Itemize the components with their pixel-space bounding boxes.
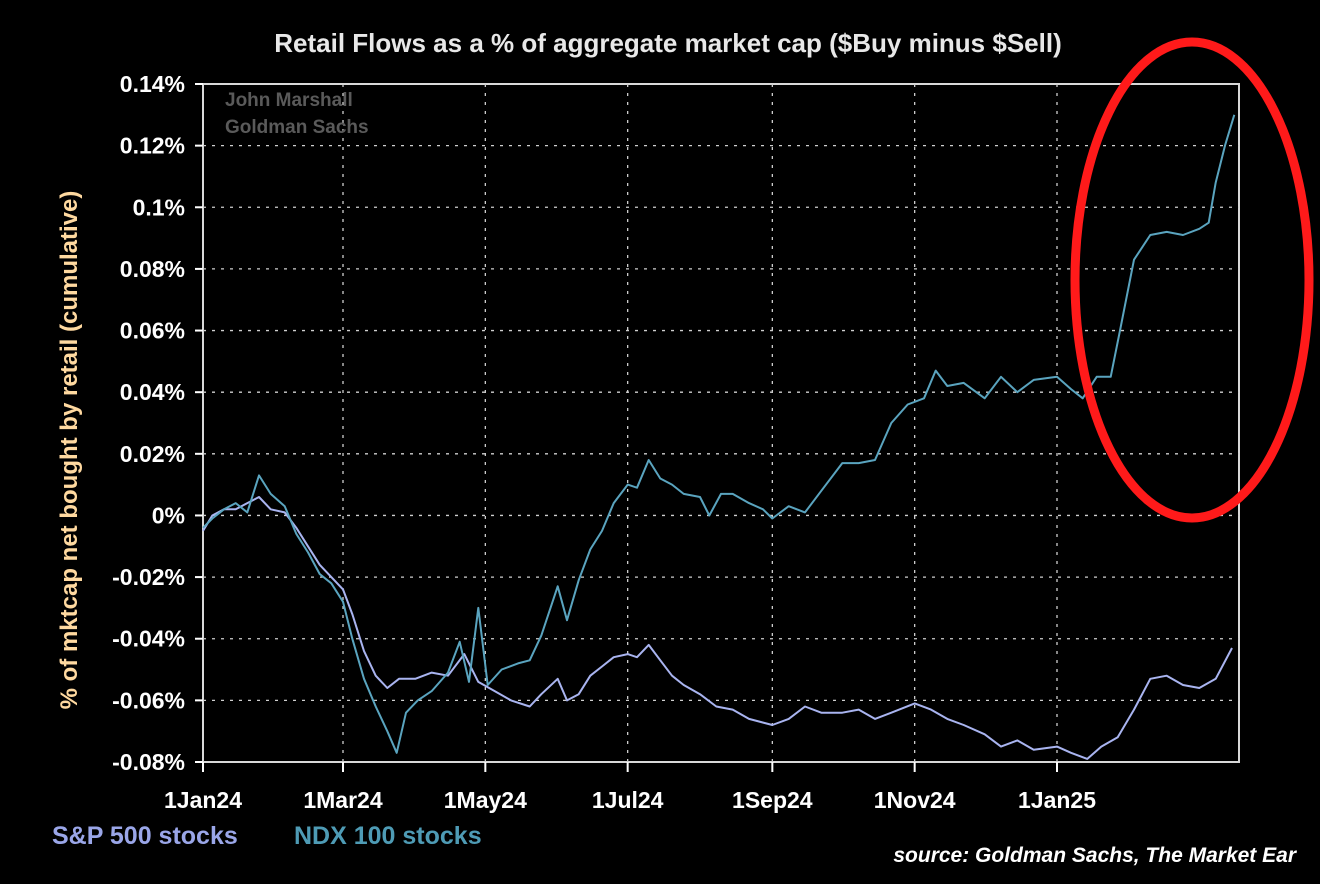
x-tick-label: 1Jul24 — [592, 787, 664, 813]
x-tick-label: 1Mar24 — [303, 787, 382, 813]
source-note: source: Goldman Sachs, The Market Ear — [893, 844, 1297, 867]
y-axis-ticks: 0.14% 0.12% 0.1% 0.08% 0.06% 0.04% 0.02% 0% -0.0… — [112, 71, 203, 775]
highlight-ellipse-annotation — [1070, 37, 1314, 523]
watermark-line-2: Goldman Sachs — [225, 117, 369, 138]
y-tick-label: 0.14% — [120, 71, 185, 97]
x-tick-label: 1Jan24 — [164, 787, 242, 813]
y-tick-label: -0.08% — [112, 749, 185, 775]
watermark: John Marshall Goldman Sachs — [225, 90, 369, 138]
legend: S&P 500 stocks NDX 100 stocks — [52, 822, 482, 850]
y-tick-label: 0% — [152, 502, 185, 528]
y-tick-label: -0.06% — [112, 687, 185, 713]
x-tick-label: 1Nov24 — [874, 787, 956, 813]
x-tick-label: 1May24 — [444, 787, 527, 813]
y-tick-label: 0.02% — [120, 441, 185, 467]
y-tick-label: -0.04% — [112, 626, 185, 652]
y-tick-label: 0.04% — [120, 379, 185, 405]
grid-lines — [203, 84, 1239, 762]
series-line-ndx100 — [202, 114, 1236, 754]
y-tick-label: 0.08% — [120, 256, 185, 282]
x-tick-label: 1Sep24 — [732, 787, 813, 813]
plot-area-frame — [202, 83, 1240, 763]
y-axis-label: % of mktcap net bought by retail (cumula… — [56, 191, 83, 710]
y-tick-label: 0.12% — [120, 133, 185, 159]
series-lines — [202, 114, 1236, 760]
y-tick-label: 0.06% — [120, 318, 185, 344]
watermark-line-1: John Marshall — [225, 90, 353, 111]
y-tick-label: 0.1% — [133, 194, 185, 220]
chart-title: Retail Flows as a % of aggregate market … — [274, 28, 1061, 58]
x-axis-ticks: 1Jan24 1Mar24 1May24 1Jul24 1Sep24 1Nov24 1Jan… — [164, 762, 1096, 813]
x-tick-label: 1Jan25 — [1018, 787, 1096, 813]
legend-ndx100: NDX 100 stocks — [294, 822, 482, 850]
series-line-sp500 — [202, 496, 1233, 760]
y-tick-label: -0.02% — [112, 564, 185, 590]
legend-sp500: S&P 500 stocks — [52, 822, 238, 850]
